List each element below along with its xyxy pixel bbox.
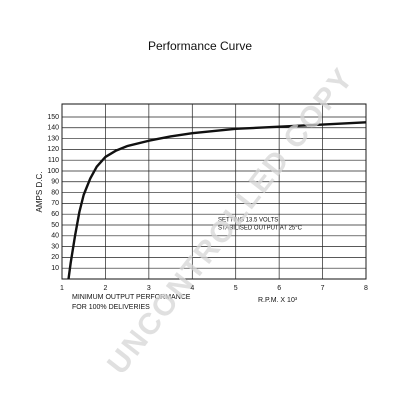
x-tick-label: 6 [277,285,281,292]
y-tick-label: 80 [51,189,59,196]
chart-title: Performance Curve [148,39,252,53]
y-tick-label: 120 [47,146,59,153]
plot-area: 10 20 30 40 50 60 70 80 90 100 110 120 130 140 150 1 2 3 4… [47,104,368,292]
y-tick-label: 30 [51,243,59,250]
y-tick-label: 20 [51,254,59,261]
y-tick-label: 60 [51,211,59,218]
y-tick-label: 90 [51,179,59,186]
y-tick-label: 50 [51,222,59,229]
x-tick-label: 4 [190,285,194,292]
y-tick-label: 100 [47,168,59,175]
watermark: UNCONTROLLED COPY [101,62,360,381]
x-tick-label: 5 [234,285,238,292]
x-tick-label: 7 [321,285,325,292]
y-tick-label: 70 [51,200,59,207]
annotation: FOR 100% DELIVERIES [72,304,150,311]
line [67,121,367,280]
annotation: SETTING 13.5 VOLTS [218,218,278,224]
annotation: MINIMUM OUTPUT PERFORMANCE [72,294,191,301]
y-tick-label: 130 [47,135,59,142]
y-tick-label: 140 [47,125,59,132]
x-axis-label: R.P.M. X 10³ [258,297,298,304]
annotation: STABILISED OUTPUT AT 25°C [218,226,303,232]
y-tick-label: 40 [51,233,59,240]
y-tick-label: 110 [48,157,59,164]
x-tick-label: 8 [364,285,368,292]
x-tick-label: 1 [60,285,64,292]
x-tick-label: 2 [103,285,107,292]
y-tick-label: 10 [51,265,59,272]
y-tick-label: 150 [47,114,59,121]
x-tick-label: 3 [147,285,151,292]
y-axis-label: AMPS D.C. [35,172,44,213]
